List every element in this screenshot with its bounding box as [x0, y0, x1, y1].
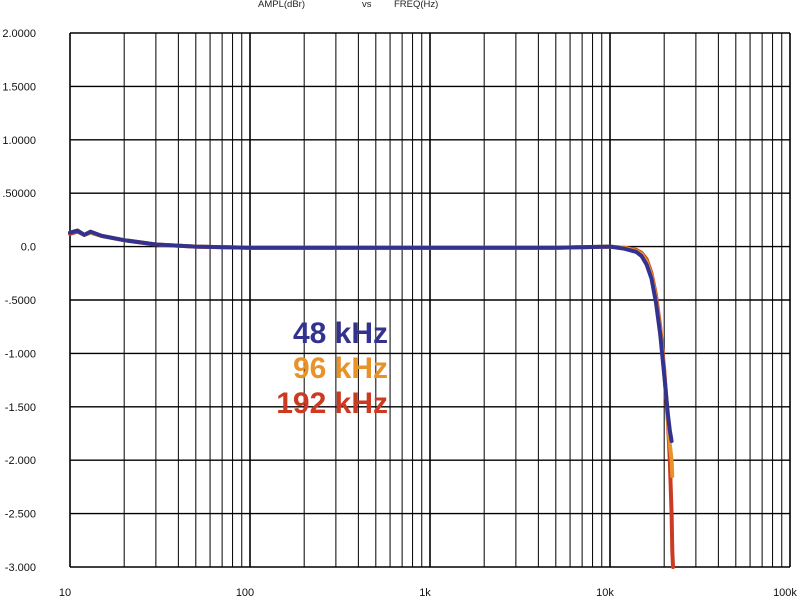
y-tick-label: -.5000 — [5, 295, 36, 307]
y-tick-label: -2.500 — [5, 509, 36, 521]
x-tick-labels: 10 100 1k 10k 100k — [59, 587, 798, 599]
y-tick-label: .50000 — [2, 188, 36, 200]
y-tick-label: -2.000 — [5, 455, 36, 467]
y-tick-label: 1.0000 — [2, 135, 36, 147]
grid — [69, 32, 791, 568]
x-tick-label: 1k — [419, 587, 431, 599]
header-y-quantity: AMPL(dBr) — [258, 0, 305, 10]
y-tick-label: 0.0 — [21, 242, 36, 254]
y-tick-label: 2.0000 — [2, 28, 36, 40]
y-tick-label: -1.500 — [5, 402, 36, 414]
x-tick-label: 10 — [59, 587, 71, 599]
legend-96khz: 96 kHz — [293, 352, 388, 385]
header-x-quantity: FREQ(Hz) — [394, 0, 438, 10]
y-tick-label: -3.000 — [5, 562, 36, 574]
header-vs: vs — [362, 0, 372, 10]
x-tick-label: 100k — [773, 587, 797, 599]
legend-48khz: 48 kHz — [293, 317, 388, 350]
y-tick-labels: 2.0000 1.5000 1.0000 .50000 0.0 -.5000 -1.000 -… — [2, 28, 36, 574]
x-tick-label: 10k — [596, 587, 614, 599]
series-lines — [68, 228, 675, 569]
y-tick-label: 1.5000 — [2, 81, 36, 93]
series-line-48-khz — [68, 228, 674, 443]
x-tick-label: 100 — [236, 587, 254, 599]
y-tick-label: -1.000 — [5, 348, 36, 360]
legend-192khz: 192 kHz — [276, 387, 388, 420]
